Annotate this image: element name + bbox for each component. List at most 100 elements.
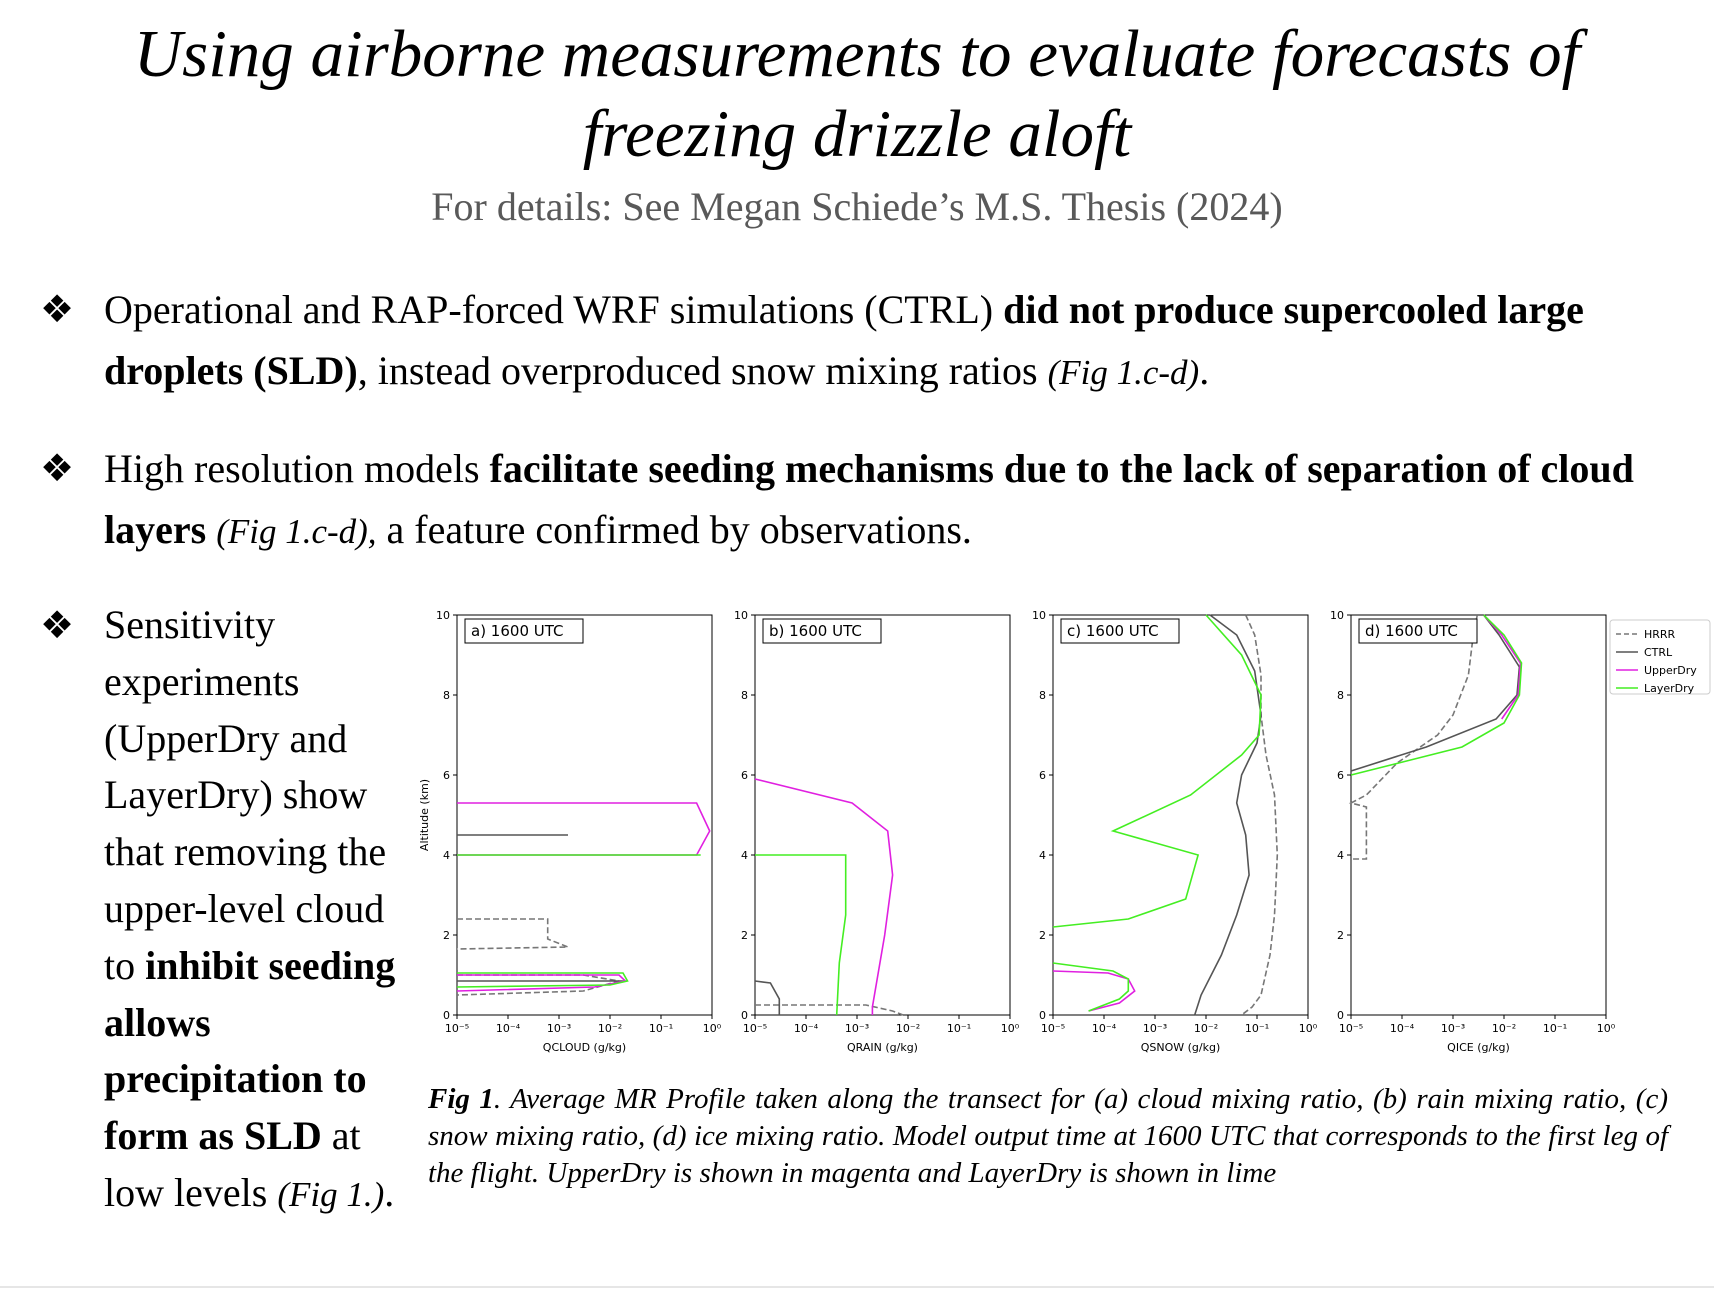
x-axis-label: QCLOUD (g/kg): [543, 1041, 626, 1054]
series-line-layerdry: [755, 854, 847, 1016]
series-line-ctrl: [754, 980, 781, 1015]
panel-frame: [456, 614, 713, 1016]
panel-frame: [1052, 614, 1309, 1016]
bullet-1: ❖ Operational and RAP-forced WRF simulat…: [40, 279, 1664, 403]
y-tick-label: 4: [741, 849, 748, 862]
y-tick-label: 2: [443, 929, 450, 942]
series-line-layerdry: [1052, 614, 1262, 928]
y-tick-label: 10: [734, 609, 748, 622]
series-line-hrrr: [1241, 614, 1279, 1016]
y-tick-label: 6: [1039, 769, 1046, 782]
x-tick-label: 10⁻³: [845, 1022, 869, 1035]
series-line-upperdry: [1483, 614, 1522, 720]
series-line-hrrr: [1348, 614, 1479, 860]
y-tick-label: 8: [1337, 689, 1344, 702]
x-tick-label: 10⁰: [1001, 1022, 1020, 1035]
y-tick-label: 0: [1337, 1009, 1344, 1022]
footer-divider: [0, 1286, 1714, 1288]
panel-frame: [1350, 614, 1607, 1016]
x-tick-label: 10⁻²: [896, 1022, 920, 1035]
x-tick-label: 10⁻³: [1143, 1022, 1167, 1035]
x-tick-label: 10⁻⁵: [743, 1022, 767, 1035]
diamond-bullet-icon: ❖: [40, 287, 75, 331]
x-tick-label: 10⁻⁴: [1092, 1022, 1117, 1035]
panel-label: c) 1600 UTC: [1067, 622, 1159, 640]
bullet-1-figure-ref: (Fig 1.c-d): [1047, 353, 1200, 392]
diamond-bullet-icon: ❖: [40, 446, 75, 490]
series-line-ctrl: [1193, 614, 1262, 1016]
y-tick-label: 2: [1337, 929, 1344, 942]
x-tick-label: 10⁻⁴: [794, 1022, 819, 1035]
diamond-bullet-icon: ❖: [40, 603, 75, 647]
series-line-hrrr: [755, 1004, 904, 1016]
x-tick-label: 10⁻¹: [1245, 1022, 1269, 1035]
caption-label: Fig 1: [428, 1083, 494, 1115]
bullet-3-text-2: at low levels: [104, 1113, 361, 1215]
caption-text: . Average MR Profile taken along the tra…: [428, 1083, 1668, 1189]
y-tick-label: 8: [1039, 689, 1046, 702]
panel-label-box: [762, 618, 882, 644]
panel-label-box: [464, 618, 584, 644]
legend-label-layerdry: LayerDry: [1644, 682, 1695, 695]
x-axis-label: QICE (g/kg): [1447, 1041, 1510, 1054]
series-line-upperdry: [754, 778, 894, 1015]
bullet-2-figure-ref: (Fig 1.c-d),: [216, 512, 377, 551]
y-tick-label: 10: [436, 609, 450, 622]
panel-label: d) 1600 UTC: [1365, 622, 1458, 640]
panel-frame: [754, 614, 1011, 1016]
bullet-3: ❖ Sensitivity experiments (UpperDry and …: [40, 597, 404, 1224]
title-line-1: Using airborne measurements to evaluate …: [133, 17, 1581, 91]
series-line-layerdry: [456, 972, 629, 988]
x-tick-label: 10⁻³: [547, 1022, 571, 1035]
x-tick-label: 10⁻⁵: [1041, 1022, 1065, 1035]
y-tick-label: 0: [443, 1009, 450, 1022]
bullet-2-bold: facilitate seeding mechanisms due to the…: [104, 446, 1634, 552]
bullet-3-text: Sensitivity experiments (UpperDry and La…: [104, 602, 387, 988]
y-tick-label: 4: [1337, 849, 1344, 862]
x-tick-label: 10⁻¹: [649, 1022, 673, 1035]
series-line-upperdry: [1052, 970, 1136, 1012]
x-tick-label: 10⁻²: [1194, 1022, 1218, 1035]
x-tick-label: 10⁻³: [1441, 1022, 1465, 1035]
panel-label: a) 1600 UTC: [471, 622, 564, 640]
x-tick-label: 10⁻¹: [947, 1022, 971, 1035]
y-tick-label: 4: [443, 849, 450, 862]
x-tick-label: 10⁰: [703, 1022, 722, 1035]
x-tick-label: 10⁰: [1597, 1022, 1616, 1035]
bullet-1-text: Operational and RAP-forced WRF simulatio…: [104, 287, 1004, 332]
legend-label-upperdry: UpperDry: [1644, 664, 1697, 677]
bullet-1-bold: did not produce supercooled large drople…: [104, 287, 1584, 393]
y-tick-label: 0: [741, 1009, 748, 1022]
x-tick-label: 10⁰: [1299, 1022, 1318, 1035]
panel-label: b) 1600 UTC: [769, 622, 862, 640]
y-tick-label: 2: [1039, 929, 1046, 942]
panel-label-box: [1358, 618, 1478, 644]
series-line-ctrl: [1350, 614, 1521, 772]
bullet-2-text-3: a feature confirmed by observations.: [376, 507, 972, 552]
y-tick-label: 8: [741, 689, 748, 702]
series-line-layerdry: [1052, 962, 1130, 1012]
y-tick-label: 6: [1337, 769, 1344, 782]
x-tick-label: 10⁻²: [598, 1022, 622, 1035]
series-line-hrrr: [456, 918, 569, 950]
legend-label-ctrl: CTRL: [1644, 646, 1673, 659]
bullet-1-text-3: .: [1199, 348, 1210, 393]
legend-box: [1609, 619, 1711, 695]
x-tick-label: 10⁻⁵: [445, 1022, 469, 1035]
y-tick-label: 10: [1032, 609, 1046, 622]
y-tick-label: 2: [741, 929, 748, 942]
y-tick-label: 6: [741, 769, 748, 782]
x-axis-label: QRAIN (g/kg): [847, 1041, 918, 1054]
legend-label-hrrr: HRRR: [1644, 628, 1676, 641]
bullet-1-text-2: , instead overproduced snow mixing ratio…: [357, 348, 1048, 393]
title: Using airborne measurements to evaluate …: [0, 14, 1714, 174]
x-tick-label: 10⁻⁴: [496, 1022, 521, 1035]
figure-caption: Fig 1. Average MR Profile taken along th…: [428, 1081, 1668, 1192]
panel-label-box: [1060, 618, 1180, 644]
y-tick-label: 10: [1330, 609, 1344, 622]
x-tick-label: 10⁻⁵: [1339, 1022, 1363, 1035]
x-tick-label: 10⁻¹: [1543, 1022, 1567, 1035]
y-tick-label: 0: [1039, 1009, 1046, 1022]
bullet-2: ❖ High resolution models facilitate seed…: [40, 438, 1664, 562]
x-tick-label: 10⁻⁴: [1390, 1022, 1415, 1035]
